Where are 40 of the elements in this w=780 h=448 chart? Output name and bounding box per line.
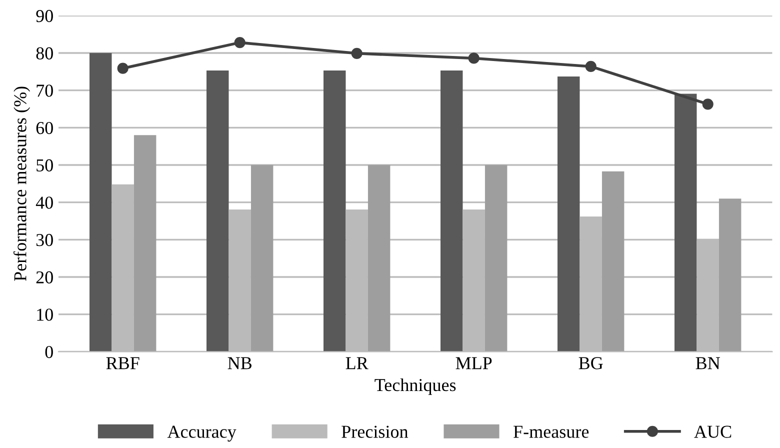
bar [440, 70, 463, 352]
point [702, 98, 714, 110]
bar [674, 94, 697, 352]
bar [718, 198, 742, 352]
point [117, 62, 128, 74]
bar [484, 165, 508, 352]
y-tick-label: 10 [37, 308, 53, 321]
bar [602, 171, 624, 352]
bar [134, 135, 156, 352]
y-tick-label: 30 [36, 234, 53, 246]
y-tick-label: 40 [36, 196, 53, 209]
point [468, 52, 480, 64]
legend-label: Accuracy [167, 426, 236, 442]
y-tick-label: 70 [36, 84, 53, 97]
legend-label: F-measure [514, 426, 589, 438]
y-tick-label: 90 [36, 10, 53, 22]
legend-label: Precision [342, 426, 408, 438]
x-tick-label: NB [228, 357, 252, 370]
bar [250, 165, 274, 352]
point [234, 37, 246, 48]
y-tick-label: 0 [45, 346, 53, 358]
y-tick-label: 20 [36, 271, 53, 284]
x-tick-label: MLP [456, 357, 492, 370]
x-tick-label: BN [696, 357, 720, 370]
x-axis-title: Techniques [374, 378, 456, 395]
y-tick-label: 50 [36, 159, 53, 172]
bar [558, 76, 580, 352]
point [585, 60, 596, 72]
bar [90, 53, 112, 352]
legend-label: AUC [694, 426, 732, 438]
x-tick-label: LR [346, 357, 368, 370]
bar [206, 70, 229, 352]
y-tick-label: 80 [36, 47, 53, 60]
point [351, 48, 362, 59]
bar [324, 70, 346, 352]
x-tick-label: BG [578, 357, 603, 370]
x-tick-label: RBF [106, 357, 140, 370]
y-axis-title: Performance measures (%) [13, 86, 30, 281]
bar [368, 165, 390, 352]
y-tick-label: 60 [36, 122, 53, 134]
